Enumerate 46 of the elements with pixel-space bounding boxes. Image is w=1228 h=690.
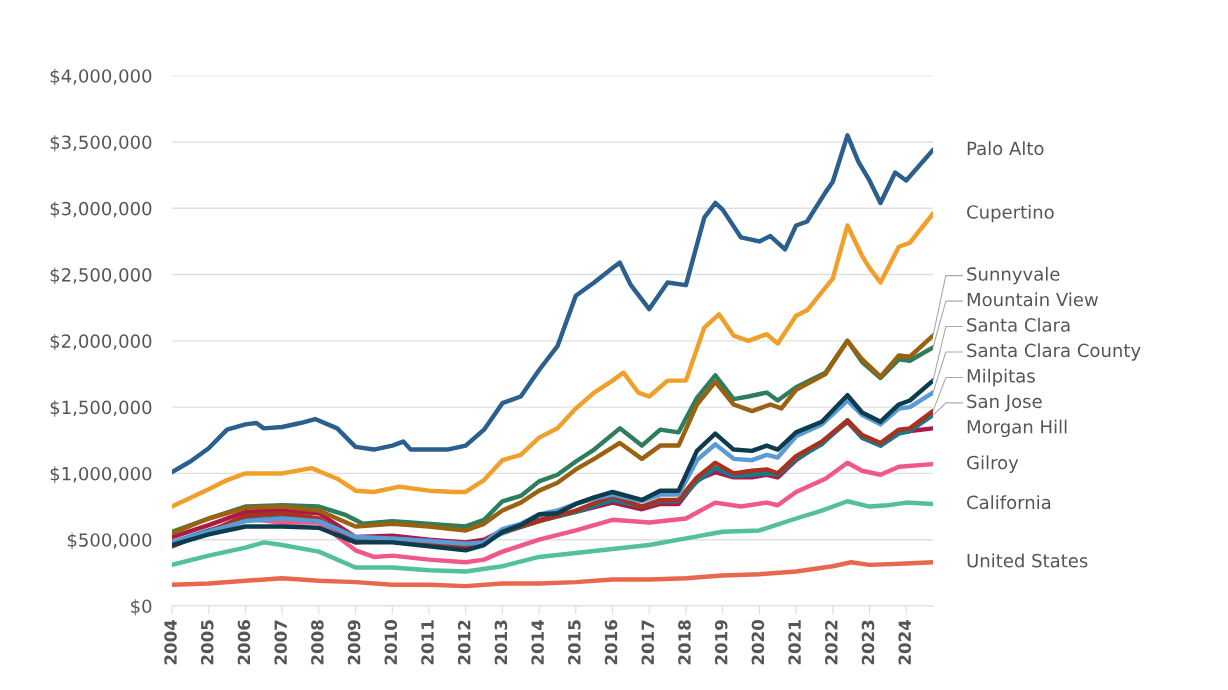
line-series bbox=[172, 499, 933, 574]
text: Mountain View bbox=[967, 292, 1098, 307]
y-tick-label: $3,000,000 bbox=[50, 201, 152, 218]
x-tick-label: 2020 bbox=[751, 619, 765, 665]
x-tick-label: 2009 bbox=[347, 620, 361, 665]
line-series bbox=[172, 133, 933, 475]
series-label: Cupertino bbox=[967, 204, 1054, 223]
line-series bbox=[172, 211, 933, 509]
y-tick-label: $4,000,000 bbox=[50, 68, 152, 86]
x-tick-label: 2005 bbox=[200, 620, 214, 665]
x-tick-label: 2006 bbox=[237, 620, 251, 665]
x-tick-label: 2008 bbox=[311, 620, 324, 665]
x-tick-label: 2015 bbox=[568, 620, 581, 665]
x-tick-label: 2014 bbox=[531, 619, 544, 665]
series-label: San Jose bbox=[967, 394, 1042, 412]
x-tick-label: 2004 bbox=[164, 619, 177, 665]
text: Milpitas bbox=[967, 368, 1035, 387]
series-label: United States bbox=[967, 553, 1088, 568]
text: Sunnyvale bbox=[967, 266, 1060, 285]
series-label: Gilroy bbox=[967, 455, 1019, 473]
x-tick-label: 2024 bbox=[898, 619, 912, 665]
x-tick-label: 2019 bbox=[714, 620, 728, 665]
series-label: California bbox=[967, 495, 1051, 510]
y-tick-label: $1,500,000 bbox=[50, 400, 152, 417]
y-tick-label: $3,500,000 bbox=[50, 135, 152, 152]
text: Santa Clara County bbox=[967, 343, 1141, 361]
x-tick-label: 2012 bbox=[457, 620, 471, 665]
y-tick-label: $500,000 bbox=[67, 532, 152, 550]
y-tick-label: $0 bbox=[131, 599, 152, 616]
series-label: Palo Alto bbox=[967, 141, 1044, 156]
x-tick-label: 2011 bbox=[421, 620, 434, 665]
series-label: Morgan Hill bbox=[967, 419, 1067, 438]
x-tick-label: 2007 bbox=[274, 620, 287, 665]
y-tick-label: $2,000,000 bbox=[50, 333, 152, 351]
x-tick-label: 2017 bbox=[641, 620, 655, 665]
x-tick-label: 2013 bbox=[494, 620, 508, 665]
x-tick-label: 2018 bbox=[678, 620, 691, 665]
y-tick-label: $1,000,000 bbox=[50, 466, 152, 483]
text: Santa Clara bbox=[967, 317, 1070, 332]
x-tick-label: 2023 bbox=[861, 620, 875, 665]
x-tick-label: 2021 bbox=[788, 620, 801, 665]
y-tick-label: $2,500,000 bbox=[50, 267, 152, 285]
x-tick-label: 2010 bbox=[384, 619, 398, 665]
x-tick-label: 2022 bbox=[825, 620, 838, 665]
line-series bbox=[172, 560, 933, 589]
x-tick-label: 2016 bbox=[604, 620, 618, 665]
